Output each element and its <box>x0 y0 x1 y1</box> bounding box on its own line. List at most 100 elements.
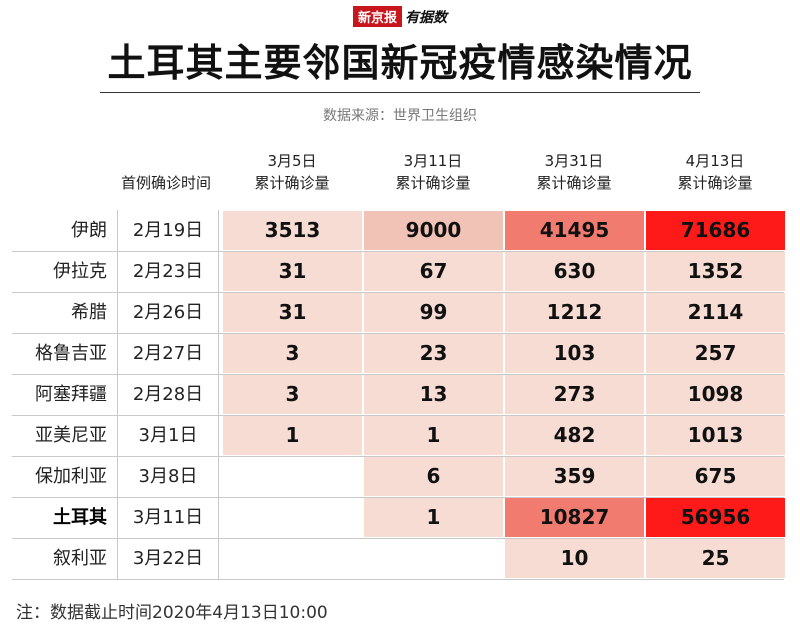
case-count-cell: 9000 <box>364 211 503 250</box>
case-count-cell: 1 <box>364 498 503 537</box>
column-header-metric: 累计确诊量 <box>677 174 753 192</box>
column-header-metric: 累计确诊量 <box>395 174 471 192</box>
case-count-cell: 3 <box>223 334 362 373</box>
data-source: 数据来源：世界卫生组织 <box>323 108 477 124</box>
column-divider <box>218 333 219 374</box>
column-divider <box>218 497 219 538</box>
column-divider <box>218 292 219 333</box>
country-name: 土耳其 <box>53 507 107 528</box>
table-row: 亚美尼亚 3月1日 1 1 482 1013 <box>12 415 785 457</box>
case-count-cell: 1013 <box>646 416 785 455</box>
case-count-cell: 6 <box>364 457 503 496</box>
page-title: 土耳其主要邻国新冠疫情感染情况 <box>107 41 693 85</box>
case-count-cell: 273 <box>505 375 644 414</box>
first-case-date: 2月19日 <box>132 220 204 241</box>
column-divider <box>218 374 219 415</box>
footnote: 注：数据截止时间2020年4月13日10:00 <box>16 603 328 623</box>
country-name: 亚美尼亚 <box>35 425 107 446</box>
column-header-date: 4月13日 <box>685 152 745 170</box>
country-name: 希腊 <box>71 302 107 323</box>
table-row: 保加利亚 3月8日 6 359 675 <box>12 456 785 498</box>
column-divider <box>117 292 118 333</box>
case-count-cell: 1098 <box>646 375 785 414</box>
case-count-cell <box>223 498 362 537</box>
column-divider <box>218 538 219 579</box>
case-count-cell: 1352 <box>646 252 785 291</box>
case-count-cell: 41495 <box>505 211 644 250</box>
case-count-cell: 3 <box>223 375 362 414</box>
column-header-2: 3月11日累计确诊量 <box>363 150 503 194</box>
brand-logo: 新京报 有据数 <box>0 6 800 27</box>
case-count-cell: 2114 <box>646 293 785 332</box>
column-divider <box>117 374 118 415</box>
first-case-date: 2月28日 <box>132 384 204 405</box>
first-case-date: 3月8日 <box>138 466 198 487</box>
column-header-date: 3月11日 <box>403 152 463 170</box>
case-count-cell: 56956 <box>646 498 785 537</box>
column-header-first-case: 首例确诊时间 <box>120 174 211 192</box>
first-case-date: 3月1日 <box>138 425 198 446</box>
column-divider <box>117 415 118 456</box>
case-count-cell: 103 <box>505 334 644 373</box>
country-name: 伊拉克 <box>53 261 107 282</box>
case-count-cell: 1 <box>223 416 362 455</box>
table-row: 阿塞拜疆 2月28日 3 13 273 1098 <box>12 374 785 416</box>
table-row: 伊朗 2月19日 3513 9000 41495 71686 <box>12 210 785 252</box>
table-row: 希腊 2月26日 31 99 1212 2114 <box>12 292 785 334</box>
column-divider <box>218 456 219 497</box>
column-divider <box>117 251 118 292</box>
case-count-cell: 10 <box>505 539 644 578</box>
case-count-cell: 67 <box>364 252 503 291</box>
column-divider <box>117 538 118 579</box>
brand-section-name: 有据数 <box>405 9 447 26</box>
case-count-cell <box>223 539 362 578</box>
case-count-cell: 482 <box>505 416 644 455</box>
column-divider <box>218 210 219 251</box>
column-header-3: 3月31日累计确诊量 <box>504 150 644 194</box>
table-row: 伊拉克 2月23日 31 67 630 1352 <box>12 251 785 293</box>
column-header-date: 3月31日 <box>544 152 604 170</box>
case-count-cell: 25 <box>646 539 785 578</box>
case-count-cell: 13 <box>364 375 503 414</box>
column-header-1: 3月5日累计确诊量 <box>222 150 362 194</box>
case-count-cell: 23 <box>364 334 503 373</box>
case-count-cell: 99 <box>364 293 503 332</box>
brand-paper-name: 新京报 <box>352 6 402 27</box>
case-count-cell: 1 <box>364 416 503 455</box>
case-count-cell: 675 <box>646 457 785 496</box>
country-name: 阿塞拜疆 <box>35 384 107 405</box>
column-divider <box>117 333 118 374</box>
case-count-cell: 31 <box>223 293 362 332</box>
table-row: 叙利亚 3月22日 10 25 <box>12 538 785 580</box>
column-header-metric: 累计确诊量 <box>536 174 612 192</box>
table-row: 土耳其 3月11日 1 10827 56956 <box>12 497 785 539</box>
case-count-cell <box>364 539 503 578</box>
case-count-cell: 3513 <box>223 211 362 250</box>
first-case-date: 2月23日 <box>132 261 204 282</box>
first-case-date: 3月22日 <box>132 548 204 569</box>
case-count-cell: 10827 <box>505 498 644 537</box>
column-header-metric: 累计确诊量 <box>254 174 330 192</box>
column-header-date: 3月5日 <box>267 152 317 170</box>
table-row: 格鲁吉亚 2月27日 3 23 103 257 <box>12 333 785 375</box>
column-divider <box>218 251 219 292</box>
case-count-cell: 71686 <box>646 211 785 250</box>
first-case-date: 2月27日 <box>132 343 204 364</box>
country-name: 格鲁吉亚 <box>35 343 107 364</box>
case-count-cell: 257 <box>646 334 785 373</box>
column-divider <box>117 456 118 497</box>
title-divider <box>100 92 700 93</box>
case-count-cell <box>223 457 362 496</box>
column-divider <box>117 210 118 251</box>
column-header-4: 4月13日累计确诊量 <box>645 150 785 194</box>
country-name: 伊朗 <box>71 220 107 241</box>
country-name: 保加利亚 <box>35 466 107 487</box>
first-case-date: 2月26日 <box>132 302 204 323</box>
column-divider <box>218 415 219 456</box>
case-count-cell: 630 <box>505 252 644 291</box>
country-name: 叙利亚 <box>53 548 107 569</box>
case-count-cell: 31 <box>223 252 362 291</box>
case-count-cell: 1212 <box>505 293 644 332</box>
column-divider <box>117 497 118 538</box>
first-case-date: 3月11日 <box>132 507 204 528</box>
